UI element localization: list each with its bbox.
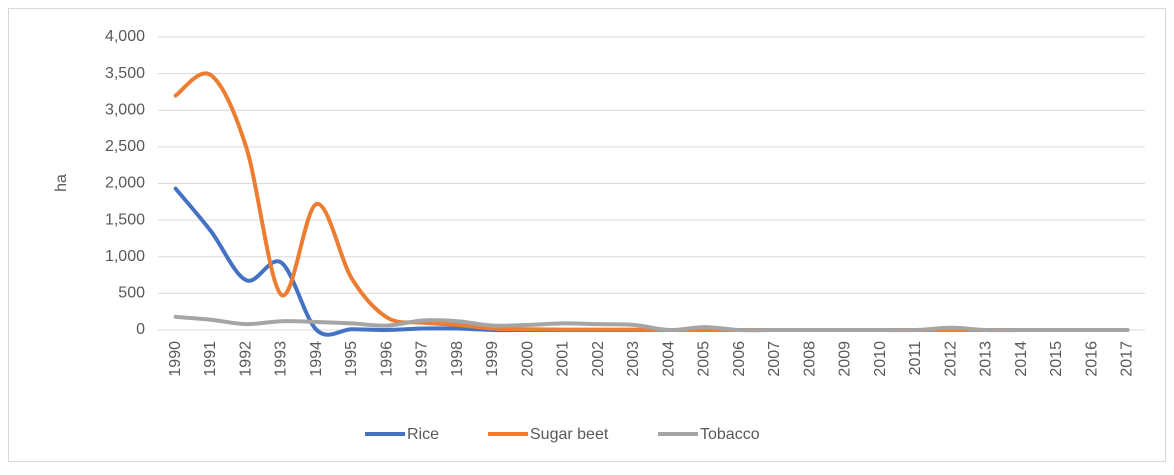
x-tick-label: 1998 bbox=[449, 341, 466, 377]
x-tick-label: 1990 bbox=[167, 341, 184, 377]
y-tick-label: 1,000 bbox=[105, 248, 145, 265]
x-tick-label: 2004 bbox=[660, 341, 677, 377]
x-tick-label: 1996 bbox=[378, 341, 395, 377]
x-tick-label: 1992 bbox=[237, 341, 254, 377]
x-tick-label: 2003 bbox=[625, 341, 642, 377]
x-tick-label: 2010 bbox=[872, 341, 889, 377]
y-axis-label: ha bbox=[53, 174, 70, 192]
y-tick-label: 2,000 bbox=[105, 175, 145, 192]
x-tick-label: 2011 bbox=[907, 341, 924, 376]
x-tick-label: 2005 bbox=[696, 341, 713, 377]
legend-label: Sugar beet bbox=[530, 426, 609, 443]
y-tick-label: 2,500 bbox=[105, 138, 145, 155]
series-line bbox=[173, 314, 1130, 333]
x-tick-label: 2008 bbox=[801, 341, 818, 377]
y-tick-label: 1,500 bbox=[105, 211, 145, 228]
x-tick-label: 1993 bbox=[273, 341, 290, 377]
x-tick-label: 1995 bbox=[343, 341, 360, 377]
x-tick-label: 2009 bbox=[837, 341, 854, 377]
y-tick-label: 0 bbox=[136, 321, 145, 338]
x-tick-label: 1997 bbox=[414, 341, 431, 377]
x-tick-label: 2013 bbox=[978, 341, 995, 377]
y-tick-label: 500 bbox=[118, 285, 145, 302]
x-tick-label: 2014 bbox=[1013, 341, 1030, 377]
y-tick-label: 3,000 bbox=[105, 101, 145, 118]
x-tick-label: 1999 bbox=[484, 341, 501, 377]
x-tick-label: 2015 bbox=[1048, 341, 1065, 377]
y-tick-label: 4,000 bbox=[105, 28, 145, 45]
x-tick-label: 2017 bbox=[1119, 341, 1136, 377]
x-tick-label: 2002 bbox=[590, 341, 607, 377]
x-tick-label: 2000 bbox=[519, 341, 536, 377]
x-tick-label: 2006 bbox=[731, 341, 748, 377]
legend-label: Rice bbox=[407, 426, 439, 443]
x-tick-label: 2012 bbox=[942, 341, 959, 377]
x-tick-label: 1994 bbox=[308, 341, 325, 377]
x-tick-label: 1991 bbox=[202, 341, 219, 377]
x-tick-label: 2007 bbox=[766, 341, 783, 377]
legend-label: Tobacco bbox=[700, 426, 760, 443]
x-tick-label: 2001 bbox=[555, 341, 572, 377]
x-tick-label: 2016 bbox=[1083, 341, 1100, 377]
y-tick-label: 3,500 bbox=[105, 65, 145, 82]
chart-frame bbox=[8, 8, 1166, 462]
